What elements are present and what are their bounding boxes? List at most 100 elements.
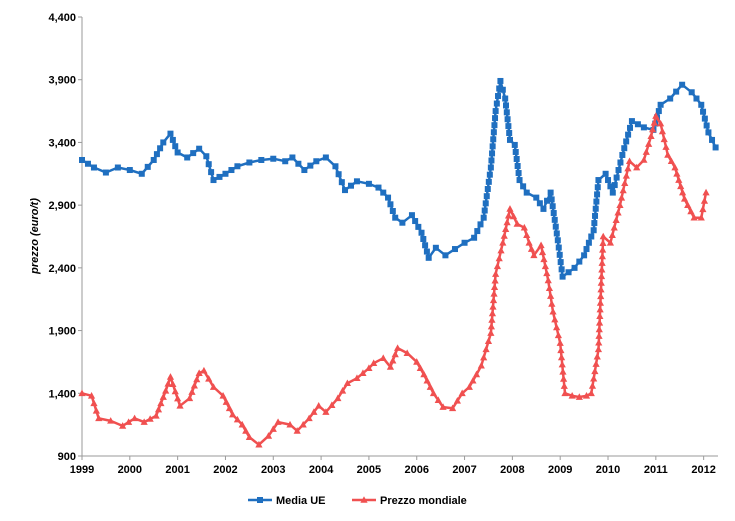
data-point (490, 129, 497, 136)
data-point (608, 231, 616, 239)
y-ticks: 900 1,400 1,900 2,400 2,900 3,400 3,900 4,400 (48, 12, 82, 463)
data-point (286, 420, 294, 428)
data-point (403, 349, 411, 356)
data-point (557, 259, 564, 266)
data-point (593, 352, 601, 360)
data-point (515, 170, 522, 177)
plot-area (78, 77, 719, 448)
x-tick-label: 2001 (165, 464, 189, 476)
data-point (486, 171, 493, 178)
data-point (420, 236, 427, 243)
data-point (488, 309, 497, 317)
data-point (487, 322, 495, 330)
data-point (590, 227, 597, 234)
data-point (602, 170, 609, 177)
data-point (229, 410, 237, 418)
data-point (160, 139, 167, 146)
data-point (687, 207, 695, 215)
data-point (576, 258, 583, 265)
data-point (615, 167, 622, 174)
data-point (429, 389, 438, 397)
data-point (617, 194, 626, 201)
data-point (491, 122, 498, 129)
data-point (483, 193, 490, 200)
x-tick-label: 2003 (261, 464, 285, 476)
data-point (543, 269, 551, 277)
data-point (293, 427, 301, 434)
data-point (233, 415, 242, 423)
data-point (675, 176, 683, 183)
data-point (169, 136, 176, 143)
data-point (652, 112, 660, 119)
data-point (622, 172, 630, 179)
data-point (375, 184, 382, 191)
data-point (592, 212, 599, 219)
series-0 (79, 77, 719, 280)
data-point (621, 145, 628, 152)
data-point (496, 85, 503, 92)
data-point (558, 266, 565, 273)
data-point (599, 232, 607, 240)
data-point (205, 161, 212, 168)
data-point (557, 353, 566, 361)
data-point (420, 370, 428, 378)
data-point (504, 211, 513, 219)
data-point (385, 194, 392, 201)
data-point (553, 323, 561, 331)
data-point (461, 239, 468, 246)
data-point (595, 325, 603, 333)
data-point (492, 115, 499, 122)
data-point (432, 244, 439, 251)
data-point (488, 316, 496, 323)
y-tick-label: 3,900 (48, 75, 76, 87)
data-point (482, 345, 490, 353)
x-tick-label: 2005 (357, 464, 381, 476)
data-point (500, 232, 508, 239)
data-point (673, 88, 680, 95)
data-point (587, 389, 595, 397)
y-axis-label: prezzo (euro/t) (29, 198, 41, 275)
data-point (525, 238, 533, 246)
data-point (222, 398, 230, 405)
data-point (556, 339, 564, 346)
data-point (365, 364, 373, 371)
data-point (391, 350, 399, 358)
x-tick-label: 2002 (213, 464, 237, 476)
data-point (209, 383, 218, 390)
data-point (497, 77, 504, 84)
data-point (166, 373, 175, 380)
data-point (245, 433, 253, 440)
data-point (575, 393, 583, 400)
data-point (370, 359, 378, 366)
data-point (667, 95, 674, 102)
data-point (664, 151, 672, 158)
data-point (495, 93, 502, 100)
data-point (540, 255, 548, 263)
data-point (565, 269, 572, 276)
x-tick-label: 1999 (70, 464, 94, 476)
data-point (605, 177, 612, 184)
data-point (547, 189, 554, 196)
data-point (607, 183, 614, 190)
data-point (347, 182, 354, 189)
data-point (555, 244, 562, 251)
data-point (269, 425, 277, 432)
data-point (162, 386, 170, 394)
data-point (596, 299, 605, 306)
data-point (640, 124, 647, 131)
data-point (322, 408, 330, 415)
data-point (490, 283, 499, 291)
data-point (453, 397, 461, 404)
data-point (394, 344, 402, 351)
data-point (408, 212, 415, 219)
data-point (343, 379, 351, 387)
data-point (640, 156, 648, 163)
data-point (619, 151, 626, 158)
data-point (549, 307, 557, 315)
y-tick-label: 4,400 (48, 12, 76, 24)
data-point (210, 177, 217, 184)
data-point (595, 177, 602, 184)
data-point (667, 157, 675, 165)
data-point (246, 159, 253, 166)
data-point (172, 143, 179, 150)
